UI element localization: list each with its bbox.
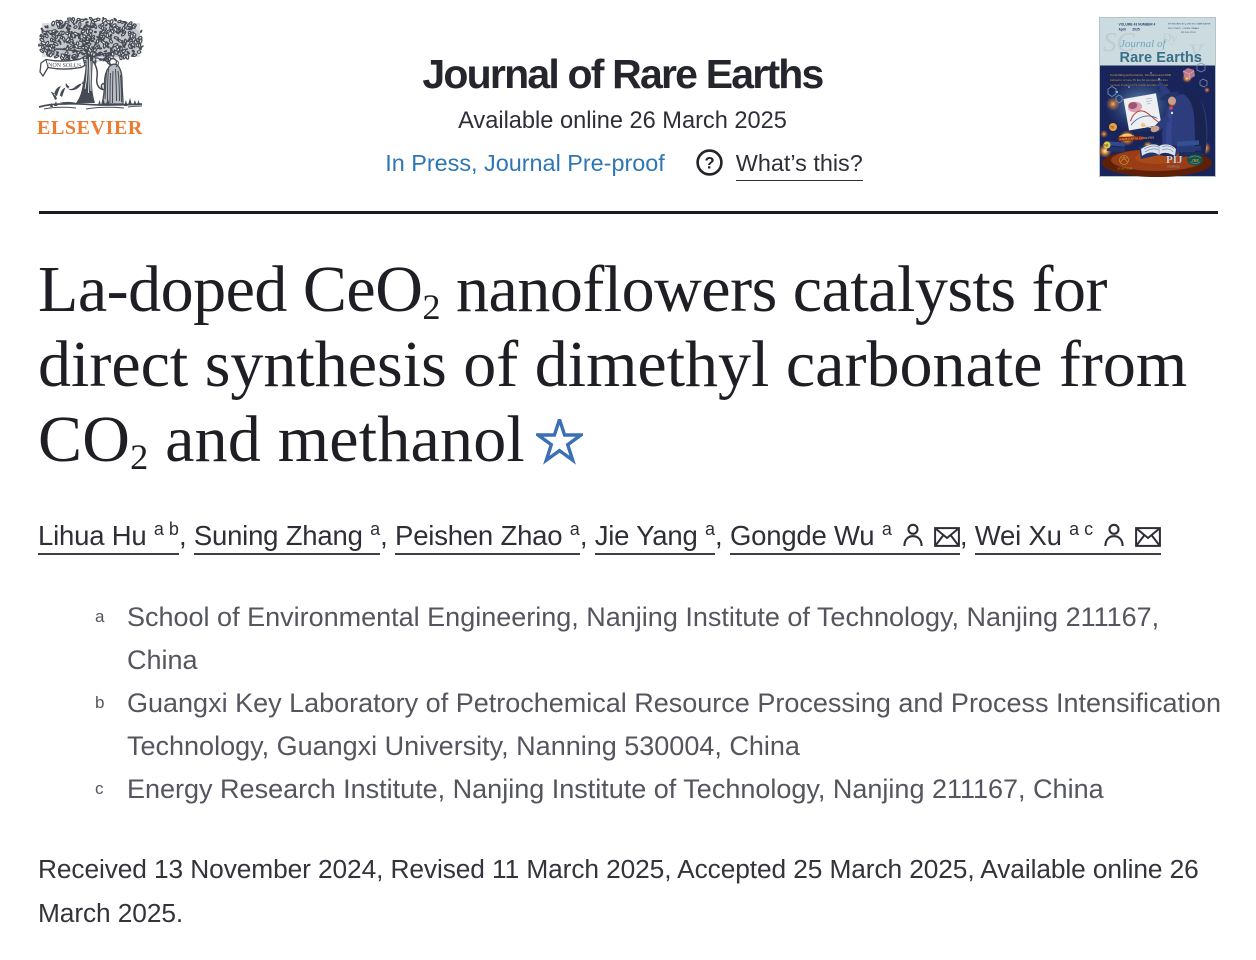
svg-text:SPONSORED BY ▴CHIN SOC RARE EA: SPONSORED BY ▴CHIN SOC RARE EARTH	[1168, 23, 1211, 26]
svg-text:Controlling performance, forma: Controlling performance, formation and X…	[1110, 73, 1172, 77]
svg-text:W1-T-W: 37120: W1-T-W: 37120	[1181, 32, 1196, 34]
svg-text:April 2025: April 2025	[1119, 28, 1140, 32]
svg-text:JRE: JRE	[1192, 158, 1200, 163]
svg-text:RARE EARTH CATALYSIS: RARE EARTH CATALYSIS	[1119, 136, 1154, 142]
svg-text:2411-7234/79 CODEN: JREAE4: 2411-7234/79 CODEN: JREAE4	[1168, 27, 1200, 30]
svg-text:Tb: Tb	[1110, 126, 1114, 130]
svg-text:behavior of rare Tb Eu 3d c: behavior of rare Tb Eu 3d compounds into	[1110, 78, 1168, 82]
svg-text:Dy: Dy	[1161, 30, 1177, 45]
svg-text:SC: SC	[1103, 27, 1136, 57]
svg-text:Journal of: Journal of	[1120, 38, 1167, 50]
svg-text:Y: Y	[1188, 39, 1205, 68]
svg-text:JOURNALS: JOURNALS	[1167, 166, 1180, 169]
svg-text:?: ?	[704, 154, 714, 172]
svg-text:NON SOLUS: NON SOLUS	[48, 63, 82, 70]
svg-text:Nd: Nd	[1104, 143, 1108, 147]
svg-text:PIJ: PIJ	[1166, 154, 1183, 166]
svg-text:models P-garnet Cs metal anode: models P-garnet Cs metal anodes crystals	[1110, 83, 1169, 87]
svg-text:VOLUME 43 NUMBER 4: VOLUME 43 NUMBER 4	[1119, 23, 1156, 27]
svg-text:ELSEVIER: ELSEVIER	[1118, 167, 1134, 171]
svg-text:Rare Earths: Rare Earths	[1120, 50, 1203, 66]
